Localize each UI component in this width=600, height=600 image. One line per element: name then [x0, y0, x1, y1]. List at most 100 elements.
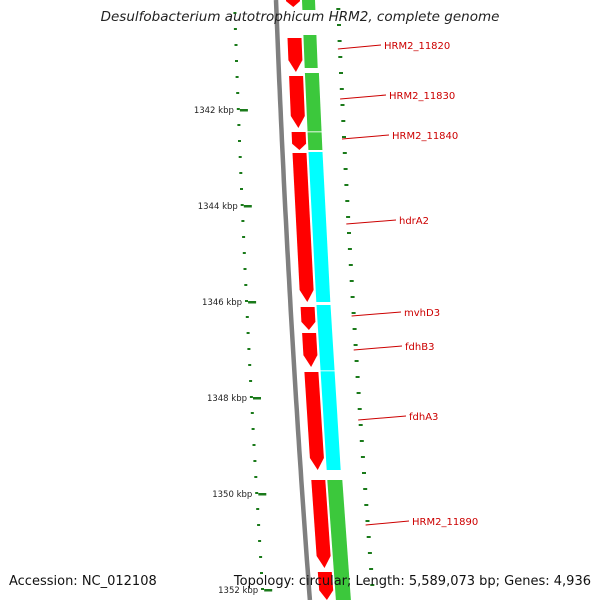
gene-label-hdra2: hdrA2 [399, 216, 429, 227]
forward-gene-arrow [285, 0, 300, 7]
ruler-minor-tick [236, 108, 240, 110]
outer-tick [343, 168, 348, 170]
outer-tick [360, 456, 365, 458]
gene-label-hrm2-11830: HRM2_11830 [389, 91, 455, 102]
gene-labels: HRM2_11820 HRM2_11830 HRM2_11840 hdrA2 mvhD3… [337, 41, 478, 528]
outer-tick [336, 8, 341, 10]
outer-tick [352, 328, 357, 330]
ruler-minor-tick [245, 316, 249, 318]
gene-divider [306, 131, 325, 133]
outer-tick [366, 536, 371, 538]
ruler-tick-label: 1350 kbp [212, 490, 252, 500]
ruler-minor-tick [255, 492, 259, 494]
outer-tick [347, 232, 351, 234]
outer-tick [356, 392, 361, 394]
map-title: Desulfobacterium autotrophicum HRM2, com… [100, 9, 500, 25]
reverse-gene-band [301, 0, 316, 10]
outer-tick [340, 104, 345, 106]
outer-tick [370, 584, 375, 586]
ruler-major-tick [239, 109, 248, 112]
label-leader-line [353, 345, 403, 351]
gene-label-hrm2-11840: HRM2_11840 [392, 131, 458, 142]
outer-tick [344, 184, 349, 186]
label-leader-line [351, 311, 402, 317]
accession-text: Accession: NC_012108 [9, 574, 157, 589]
forward-gene-arrow [289, 76, 305, 128]
outer-tick [337, 24, 341, 26]
ruler-minor-tick [241, 220, 245, 222]
outer-tick [364, 504, 369, 506]
outer-tick [349, 280, 354, 282]
ruler-minor-tick [257, 524, 261, 526]
outer-tick [355, 376, 360, 378]
ruler-minor-tick [256, 508, 260, 510]
ruler-minor-tick [238, 156, 242, 158]
outer-tick [365, 520, 370, 522]
ruler-tick-label: 1346 kbp [202, 298, 242, 308]
ruler-major-tick [248, 301, 257, 304]
forward-gene-arrow [292, 153, 314, 302]
ruler-minor-tick [242, 236, 246, 238]
outer-tick [342, 152, 347, 154]
ruler-minor-tick [239, 172, 243, 174]
ruler-minor-tick [236, 92, 240, 94]
ruler-minor-tick [249, 396, 253, 398]
outer-tick [367, 552, 372, 554]
ruler-minor-tick [258, 540, 262, 542]
ruler-minor-tick [259, 556, 263, 558]
outer-tick [354, 360, 359, 362]
ruler-minor-tick [235, 60, 238, 62]
outer-tick [342, 136, 346, 138]
ruler-minor-tick [234, 44, 238, 46]
ruler-minor-tick [240, 204, 244, 206]
outer-tick [338, 56, 343, 58]
ruler-minor-tick [244, 284, 248, 286]
ruler-minor-tick [251, 428, 255, 430]
forward-gene-arrow [304, 372, 324, 470]
outer-tick [345, 200, 350, 202]
gene-label-mvhd3: mvhD3 [404, 308, 440, 319]
ruler-tick-label: 1352 kbp [218, 586, 258, 596]
outer-tick [341, 120, 346, 122]
outer-tick [339, 72, 343, 74]
ruler-minor-tick [238, 140, 241, 142]
forward-gene-arrow [287, 38, 303, 72]
ruler-minor-tick [253, 460, 257, 462]
reverse-gene-band [316, 305, 341, 470]
outer-tick [358, 424, 363, 426]
gene-label-fdha3: fdhA3 [409, 412, 438, 423]
outer-tick [351, 312, 356, 314]
ruler-tick-label: 1342 kbp [194, 106, 234, 116]
outer-tick [353, 344, 358, 346]
reverse-gene-band [308, 152, 331, 302]
ruler-minor-tick [235, 76, 239, 78]
ruler-major-tick [253, 397, 261, 400]
forward-gene-arrow [311, 480, 331, 568]
gene-label-hrm2-11820: HRM2_11820 [384, 41, 450, 52]
gene-label-hrm2-11890: HRM2_11890 [412, 517, 478, 528]
outer-tick [346, 216, 351, 218]
ruler-minor-tick [245, 300, 248, 302]
ruler-minor-tick [254, 476, 258, 478]
backbone-arc [273, 0, 313, 600]
ruler-minor-tick [233, 12, 237, 14]
ruler-major-tick [264, 589, 273, 592]
ruler-tick-label: 1348 kbp [207, 394, 247, 404]
outer-tick [337, 40, 342, 42]
ruler-minor-tick [233, 28, 237, 30]
ruler-minor-tick [242, 252, 246, 254]
ruler-minor-tick [248, 364, 252, 366]
forward-gene-arrow [291, 132, 307, 150]
outer-tick [350, 296, 355, 298]
ruler-major-tick [258, 493, 267, 496]
outer-tick [348, 264, 353, 266]
ruler-minor-tick [250, 412, 254, 414]
label-leader-line [358, 415, 407, 421]
reverse-gene-band [327, 480, 351, 600]
outer-tick [347, 248, 352, 250]
reverse-gene-band [303, 35, 318, 68]
ruler-minor-tick [247, 348, 251, 350]
gene-label-fdhb3: fdhB3 [405, 342, 434, 353]
label-leader-line [337, 44, 382, 50]
